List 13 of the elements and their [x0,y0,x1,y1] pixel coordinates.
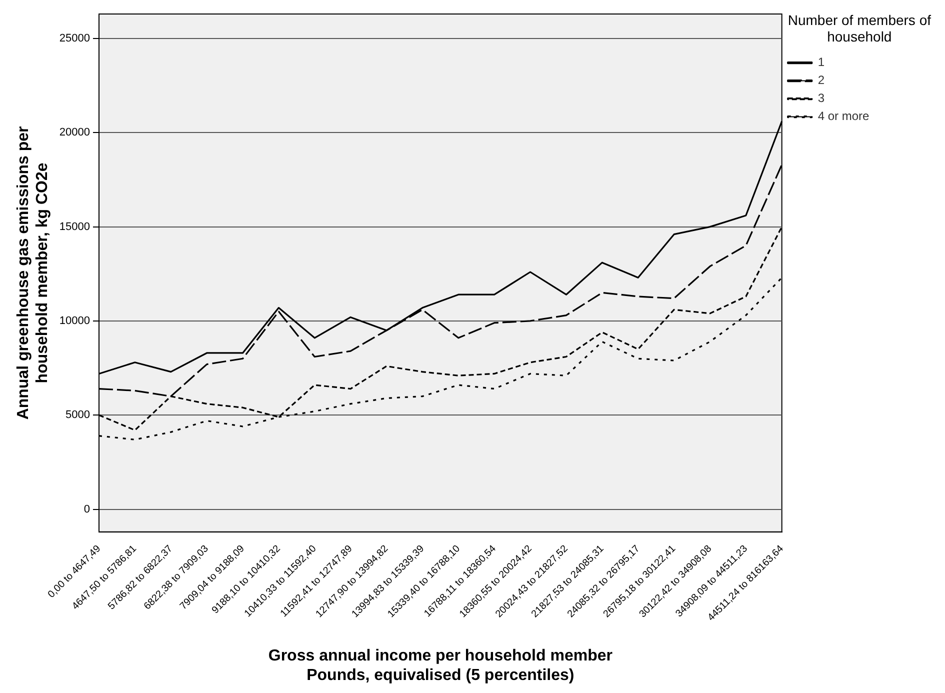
y-tick-label: 15000 [59,220,90,233]
legend-label: 3 [818,91,825,106]
y-tick-label: 0 [84,503,90,516]
y-tick-label: 10000 [59,315,90,327]
y-tick-label: 20000 [59,126,90,139]
legend-title: Number of members of household [788,12,932,45]
y-axis-title: Annual greenhouse gas emissions per household member, kg CO2e [15,126,52,420]
legend-label: 2 [818,73,825,88]
legend-label: 1 [818,55,825,70]
legend-label: 4 or more [818,109,870,124]
y-tick-label: 25000 [59,32,90,45]
x-axis-title: Gross annual income per household member Pounds, equivalised (5 percentiles) [268,648,612,684]
y-tick-label: 5000 [66,409,90,422]
